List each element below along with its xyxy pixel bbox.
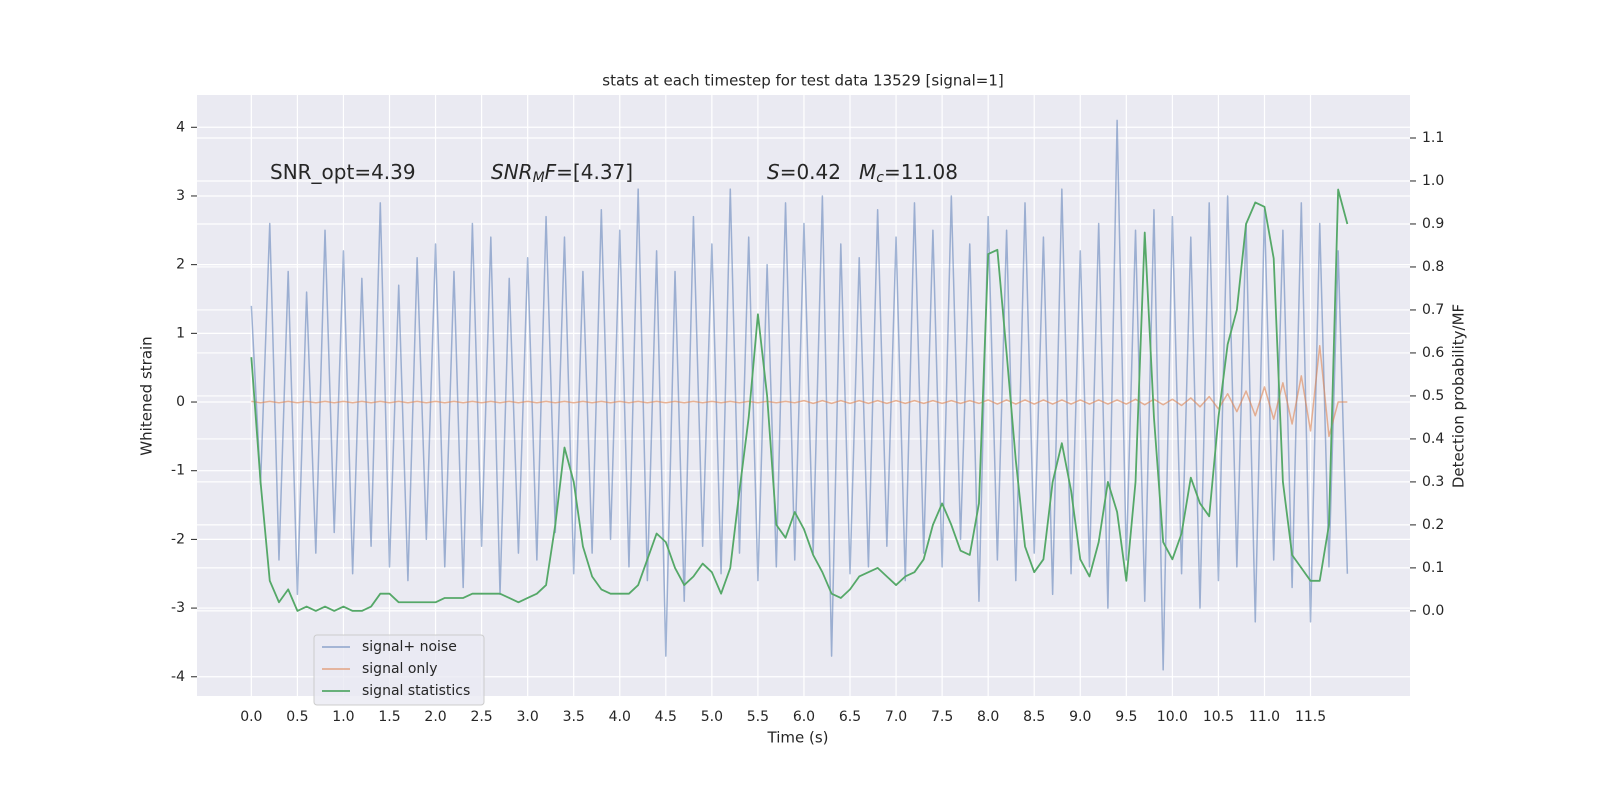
y-tick-label: -1 [171, 463, 185, 479]
annotation-part: =[4.37] [556, 160, 633, 184]
y-tick-label: 1 [176, 325, 185, 341]
x-tick-label: 0.5 [286, 709, 308, 725]
annotation: SNRMF=[4.37] [491, 160, 633, 187]
annotation-part: =11.08 [884, 160, 958, 184]
y2-tick-label: 0.9 [1422, 216, 1444, 232]
annotation-part: S [767, 160, 780, 184]
y2-tick-label: 0.6 [1422, 345, 1444, 361]
x-tick-label: 8.5 [1023, 709, 1045, 725]
series-layer [250, 119, 1349, 671]
x-tick-label: 5.5 [747, 709, 769, 725]
x-axis-label: Time (s) [767, 729, 829, 747]
y2-tick-label: 0.3 [1422, 474, 1444, 490]
x-tick-label: 11.5 [1295, 709, 1326, 725]
series-line [251, 344, 1348, 438]
y-tick-label: -2 [171, 531, 185, 547]
x-tick-label: 11.0 [1249, 709, 1280, 725]
y2-tick-label: 0.1 [1422, 560, 1444, 576]
y-tick-label: -4 [171, 669, 185, 685]
chart-title: stats at each timestep for test data 135… [602, 72, 1003, 90]
legend-label: signal statistics [362, 683, 470, 699]
legend-box [313, 634, 485, 706]
y-axis-label: Whitened strain [138, 336, 156, 455]
series-line [250, 119, 1349, 671]
x-tick-label: 1.5 [378, 709, 400, 725]
x-tick-label: 0.0 [240, 709, 262, 725]
series-line [250, 188, 1349, 612]
x-tick-label: 7.0 [885, 709, 907, 725]
y2-tick-label: 0.0 [1422, 603, 1444, 619]
annotation: S=0.42 [767, 160, 841, 184]
x-tick-label: 1.0 [332, 709, 354, 725]
y-tick-label: 3 [176, 188, 185, 204]
x-tick-label: 5.0 [701, 709, 723, 725]
y-tick-label: -3 [171, 600, 185, 616]
x-tick-label: 4.5 [655, 709, 677, 725]
x-tick-label: 6.5 [839, 709, 861, 725]
x-tick-label: 8.0 [977, 709, 999, 725]
x-tick-label: 7.5 [931, 709, 953, 725]
x-tick-label: 2.0 [424, 709, 446, 725]
x-tick-label: 9.0 [1069, 709, 1091, 725]
y2-tick-label: 1.0 [1422, 173, 1444, 189]
y2-tick-label: 0.8 [1422, 259, 1444, 275]
y2-tick-label: 0.5 [1422, 388, 1444, 404]
y-tick-label: 0 [176, 394, 185, 410]
y2-tick-label: 0.4 [1422, 431, 1444, 447]
x-tick-label: 2.5 [470, 709, 492, 725]
y-tick-label: 4 [176, 119, 185, 135]
x-tick-label: 10.0 [1157, 709, 1188, 725]
y-tick-label: 2 [176, 257, 185, 273]
x-tick-label: 9.5 [1115, 709, 1137, 725]
annotation-part: SNR_opt=4.39 [270, 160, 416, 184]
annotation-part: =0.42 [780, 160, 841, 184]
y2-tick-label: 0.2 [1422, 517, 1444, 533]
y2-tick-label: 1.1 [1422, 130, 1444, 146]
x-tick-label: 10.5 [1203, 709, 1234, 725]
labels: 0.0 0.5 1.0 1.5 2.0 2.5 3.0 3.5 4.0 4.5 5.0 5.5 6.0 6… [171, 119, 1444, 725]
x-tick-label: 3.5 [563, 709, 585, 725]
x-tick-label: 4.0 [609, 709, 631, 725]
y2-tick-label: 0.7 [1422, 302, 1444, 318]
x-tick-label: 6.0 [793, 709, 815, 725]
annotation-part: F [545, 160, 557, 184]
annotation-part: M [859, 160, 876, 184]
x-tick-label: 3.0 [517, 709, 539, 725]
annotation: SNR_opt=4.39 [270, 160, 416, 184]
legend-label: signal+ noise [362, 639, 457, 655]
annotation-part: c [876, 170, 884, 186]
legend: signal+ noise signal only signal statistic… [313, 634, 485, 706]
annotation: Mc=11.08 [859, 160, 958, 187]
annotation-part: SNR [491, 160, 533, 184]
legend-label: signal only [362, 661, 437, 677]
annotation-part: M [533, 170, 545, 186]
y2-axis-label: Detection probability/MF [1450, 304, 1468, 488]
